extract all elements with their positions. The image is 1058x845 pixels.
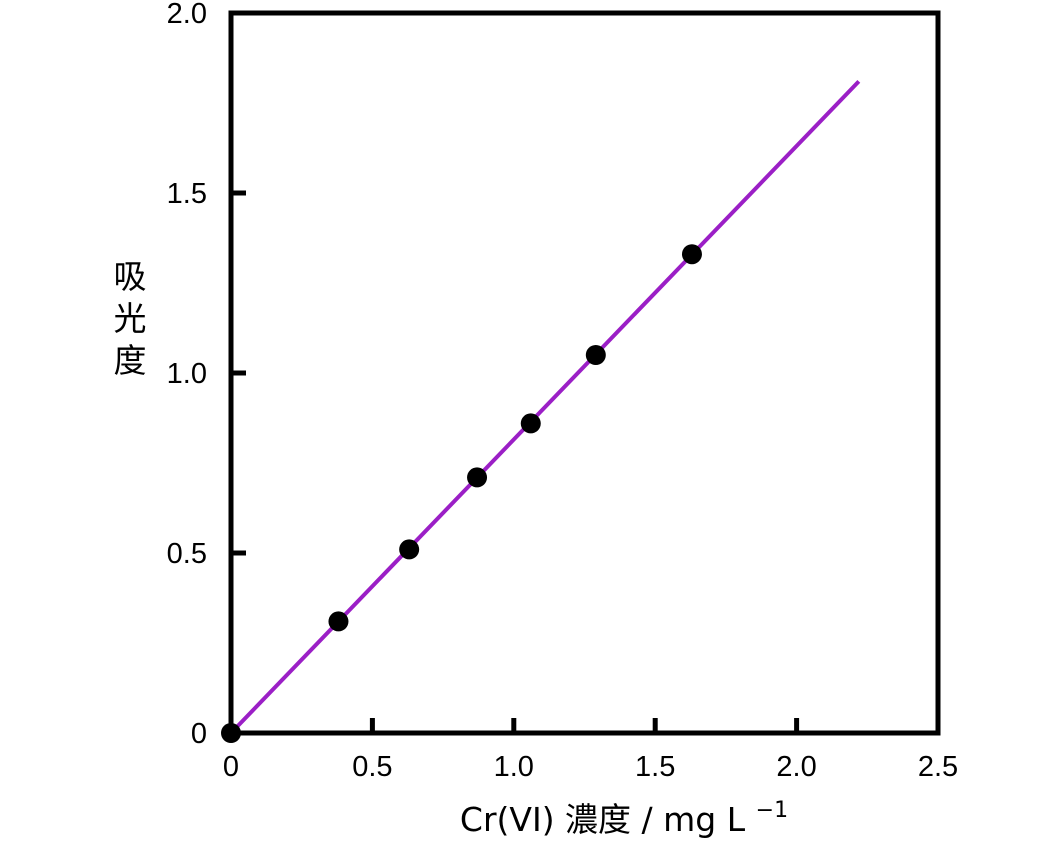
x-tick-label: 2.5 xyxy=(918,751,958,783)
tick-labels-layer: 0 0.5 1.0 1.5 2.0 2.5 0 0.5 1.0 1.5 2.0 xyxy=(167,0,958,783)
y-tick-label: 1.0 xyxy=(167,358,207,390)
fit-line-layer xyxy=(229,80,861,735)
y-axis-title-char: 光 xyxy=(114,299,147,338)
y-axis-title-char: 度 xyxy=(114,341,147,380)
y-axis-title-char: 吸 xyxy=(114,257,147,296)
y-tick-label: 1.5 xyxy=(167,178,207,210)
x-tick-label: 1.0 xyxy=(494,751,534,783)
x-axis-title-main: Cr(VI) 濃度 / mg L xyxy=(460,800,746,839)
y-axis-title: 吸光度 xyxy=(114,257,147,380)
x-axis-title: Cr(VI) 濃度 / mg L −1 xyxy=(460,798,788,839)
plot-frame xyxy=(228,10,941,736)
x-tick-label: 0.5 xyxy=(352,751,392,783)
x-axis-title-superscript: −1 xyxy=(756,798,788,823)
data-point xyxy=(399,539,420,560)
y-tick-label: 0.5 xyxy=(167,538,207,570)
x-tick-label: 1.5 xyxy=(635,751,675,783)
data-point xyxy=(585,345,606,365)
data-point xyxy=(328,611,349,632)
data-point xyxy=(467,467,488,488)
y-tick-label: 2.0 xyxy=(167,0,207,30)
fit-line xyxy=(229,80,861,735)
x-tick-label: 0 xyxy=(223,751,239,783)
data-point xyxy=(681,244,702,265)
data-points-layer xyxy=(221,244,702,743)
data-point xyxy=(520,413,541,434)
y-tick-label: 0 xyxy=(191,718,207,750)
x-tick-label: 2.0 xyxy=(776,751,816,783)
